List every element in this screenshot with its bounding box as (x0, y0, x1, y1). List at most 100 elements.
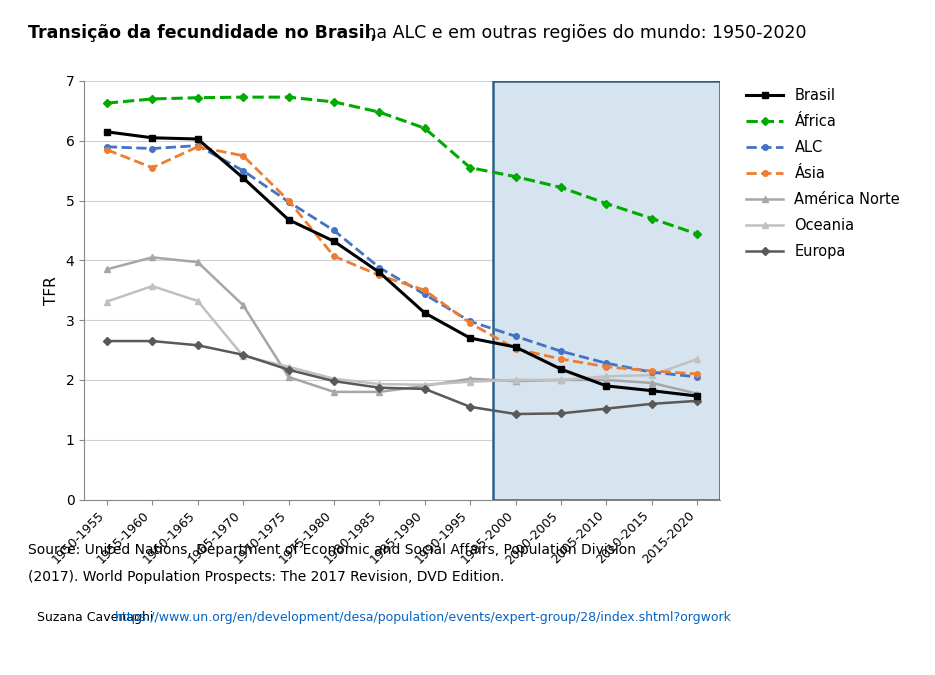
Ásia (510, 345, 521, 353)
Brasil (601, 382, 612, 390)
América Norte (192, 258, 203, 266)
Ásia (328, 252, 339, 261)
África (147, 95, 158, 103)
Text: na ALC e em outras regiões do mundo: 1950-2020: na ALC e em outras regiões do mundo: 195… (360, 24, 807, 42)
África (601, 200, 612, 208)
Europa (692, 397, 703, 405)
Line: Brasil: Brasil (104, 128, 700, 400)
Europa (465, 403, 476, 411)
América Norte (147, 253, 158, 261)
África (101, 99, 112, 107)
Oceania (692, 355, 703, 363)
ALC (465, 317, 476, 325)
Brasil (555, 365, 567, 373)
Ásia (374, 271, 385, 279)
América Norte (101, 265, 112, 273)
Brasil (646, 387, 657, 395)
Line: América Norte: América Norte (104, 254, 700, 396)
Y-axis label: TFR: TFR (44, 276, 59, 304)
Brasil (419, 309, 430, 317)
ALC (510, 332, 521, 340)
Text: (2017). World Population Prospects: The 2017 Revision, DVD Edition.: (2017). World Population Prospects: The … (28, 570, 504, 585)
Line: ALC: ALC (104, 143, 700, 380)
ALC (601, 359, 612, 367)
Ásia (692, 370, 703, 378)
Oceania (601, 373, 612, 381)
América Norte (646, 379, 657, 387)
ALC (555, 347, 567, 355)
Ásia (646, 367, 657, 375)
Europa (192, 341, 203, 349)
Ásia (237, 152, 249, 160)
Ásia (419, 286, 430, 294)
Text: Transição da fecundidade no Brasil,: Transição da fecundidade no Brasil, (28, 24, 377, 42)
Brasil (283, 215, 295, 223)
África (555, 184, 567, 192)
Europa (101, 337, 112, 345)
Brasil (328, 237, 339, 245)
Oceania (646, 371, 657, 379)
Brasil (192, 135, 203, 143)
Ásia (555, 355, 567, 363)
ALC (328, 226, 339, 234)
ALC (692, 373, 703, 381)
Line: Ásia: Ásia (104, 144, 700, 377)
África (510, 173, 521, 181)
Europa (510, 410, 521, 418)
Europa (237, 351, 249, 359)
África (192, 94, 203, 102)
Line: África: África (104, 95, 700, 237)
Ásia (101, 146, 112, 154)
Oceania (374, 380, 385, 388)
África (692, 230, 703, 238)
América Norte (419, 382, 430, 390)
Brasil (147, 134, 158, 142)
Oceania (283, 362, 295, 371)
Line: Oceania: Oceania (104, 284, 700, 387)
América Norte (692, 389, 703, 398)
África (374, 108, 385, 116)
Europa (374, 383, 385, 392)
África (646, 215, 657, 223)
América Norte (237, 301, 249, 309)
ALC (101, 142, 112, 151)
África (328, 98, 339, 106)
Europa (555, 409, 567, 417)
América Norte (510, 377, 521, 385)
Ásia (601, 362, 612, 371)
ALC (283, 198, 295, 206)
Ásia (147, 163, 158, 171)
Brasil (465, 334, 476, 342)
África (283, 93, 295, 101)
ALC (147, 144, 158, 153)
Oceania (101, 298, 112, 306)
Oceania (465, 378, 476, 386)
ALC (237, 167, 249, 175)
Brasil (237, 173, 249, 182)
América Norte (374, 388, 385, 396)
América Norte (465, 375, 476, 383)
Oceania (147, 282, 158, 290)
Oceania (237, 352, 249, 360)
Europa (328, 377, 339, 385)
ALC (374, 263, 385, 271)
Oceania (192, 297, 203, 305)
América Norte (555, 376, 567, 384)
Ásia (192, 142, 203, 151)
Bar (493, 81, 720, 500)
Europa (419, 385, 430, 393)
Europa (147, 337, 158, 345)
Oceania (419, 381, 430, 389)
Ásia (283, 196, 295, 205)
ALC (419, 290, 430, 298)
Text: https://www.un.org/en/development/desa/population/events/expert-group/28/index.s: https://www.un.org/en/development/desa/p… (115, 611, 732, 624)
Brasil (510, 343, 521, 351)
Ásia (465, 319, 476, 327)
América Norte (601, 376, 612, 384)
África (237, 93, 249, 101)
Oceania (328, 375, 339, 383)
Brasil (101, 128, 112, 136)
Europa (283, 366, 295, 374)
Oceania (555, 376, 567, 384)
Brasil (692, 392, 703, 400)
